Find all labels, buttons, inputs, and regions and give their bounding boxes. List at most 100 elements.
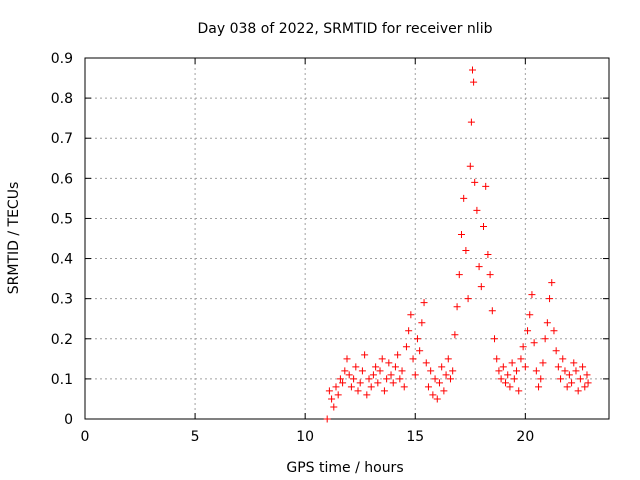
data-point: [548, 279, 556, 287]
y-tick-label: 0.9: [51, 51, 73, 67]
data-point: [495, 367, 503, 375]
data-point: [528, 291, 536, 299]
data-point: [424, 383, 432, 391]
data-point: [471, 178, 479, 186]
data-point: [561, 367, 569, 375]
data-point: [339, 379, 347, 387]
data-point: [499, 363, 507, 371]
data-point: [467, 118, 475, 126]
data-point: [354, 387, 362, 395]
data-point: [336, 375, 344, 383]
data-points: [323, 66, 592, 423]
data-point: [484, 251, 492, 259]
data-point: [521, 363, 529, 371]
data-point: [539, 359, 547, 367]
data-point: [383, 375, 391, 383]
data-point: [411, 371, 419, 379]
data-point: [570, 359, 578, 367]
data-point: [537, 375, 545, 383]
y-axis-label: SRMTID / TECUs: [6, 182, 22, 295]
data-point: [482, 182, 490, 190]
data-point: [581, 383, 589, 391]
data-point: [554, 363, 562, 371]
data-point: [491, 335, 499, 343]
y-tick-label: 0.8: [51, 91, 73, 107]
data-point: [530, 339, 538, 347]
data-point: [396, 375, 404, 383]
data-point: [455, 271, 463, 279]
data-point: [372, 363, 380, 371]
data-point: [341, 367, 349, 375]
axis-ticks: 0 5 10 15 20 0 0.1 0.2 0.3 0.4 0.5 0.6 0.7 0.8 0.9: [51, 51, 609, 445]
data-point: [475, 263, 483, 271]
data-point: [435, 379, 443, 387]
data-point: [550, 327, 558, 335]
data-point: [526, 311, 534, 319]
data-point: [391, 363, 399, 371]
data-point: [583, 371, 591, 379]
data-point: [352, 363, 360, 371]
data-point: [332, 383, 340, 391]
data-point: [574, 387, 582, 395]
data-point: [510, 375, 518, 383]
y-tick-label: 0.6: [51, 171, 73, 187]
data-point: [493, 355, 501, 363]
data-point: [546, 295, 554, 303]
data-point: [356, 379, 364, 387]
data-point: [416, 347, 424, 355]
data-point: [361, 351, 369, 359]
data-point: [330, 403, 338, 411]
x-tick-label: 15: [406, 429, 424, 445]
data-point: [464, 295, 472, 303]
data-point: [345, 371, 353, 379]
data-point: [444, 355, 452, 363]
data-point: [405, 327, 413, 335]
data-point: [431, 375, 439, 383]
data-point: [468, 66, 476, 74]
data-point: [453, 303, 461, 311]
y-tick-label: 0.4: [51, 252, 73, 268]
data-point: [380, 387, 388, 395]
data-point: [568, 379, 576, 387]
data-point: [407, 311, 415, 319]
data-point: [418, 319, 426, 327]
x-tick-label: 0: [81, 429, 90, 445]
data-point: [451, 331, 459, 339]
x-tick-label: 5: [191, 429, 200, 445]
data-point: [365, 375, 373, 383]
data-point: [446, 375, 454, 383]
plot-frame: [84, 57, 610, 420]
data-point: [398, 367, 406, 375]
data-point: [513, 367, 521, 375]
x-tick-label: 20: [516, 429, 534, 445]
data-point: [477, 283, 485, 291]
data-point: [367, 383, 375, 391]
data-point: [363, 391, 371, 399]
data-point: [517, 355, 525, 363]
data-point: [559, 355, 567, 363]
data-point: [429, 391, 437, 399]
data-point: [524, 327, 532, 335]
data-point: [420, 299, 428, 307]
data-point: [442, 371, 450, 379]
data-point: [470, 78, 478, 86]
data-point: [466, 162, 474, 170]
data-point: [497, 375, 505, 383]
data-point: [400, 383, 408, 391]
chart-title: Day 038 of 2022, SRMTID for receiver nli…: [198, 21, 493, 37]
data-point: [427, 367, 435, 375]
data-point: [504, 371, 512, 379]
data-point: [473, 206, 481, 214]
y-tick-label: 0.3: [51, 292, 73, 308]
y-tick-label: 0.2: [51, 332, 73, 348]
data-point: [532, 367, 540, 375]
data-point: [387, 371, 395, 379]
y-tick-label: 0.5: [51, 211, 73, 227]
data-point: [394, 351, 402, 359]
data-point: [328, 395, 336, 403]
data-point: [376, 367, 384, 375]
data-point: [358, 367, 366, 375]
data-point: [385, 359, 393, 367]
data-point: [519, 343, 527, 351]
data-point: [325, 387, 333, 395]
